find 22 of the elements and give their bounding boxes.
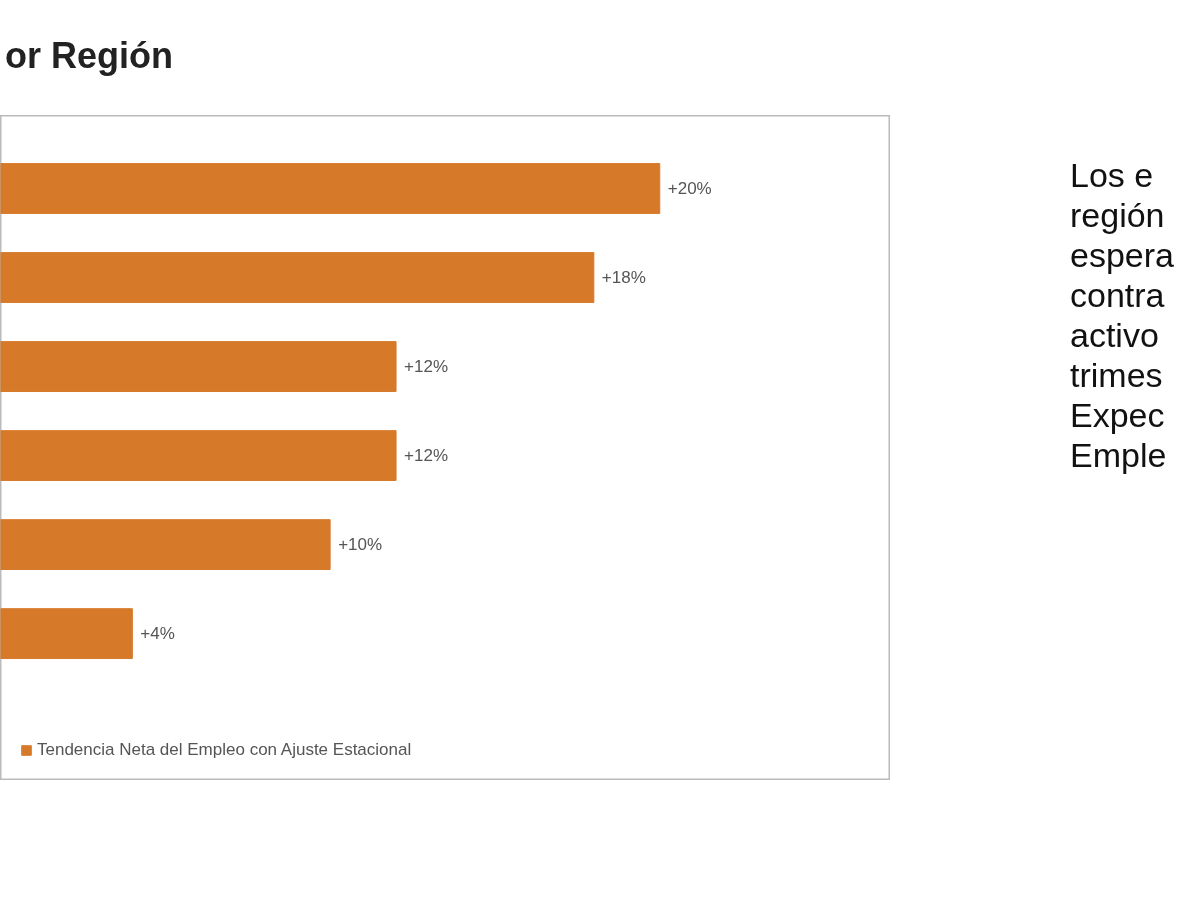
text: Los e [1070,156,1154,194]
bar [0,608,133,660]
bar [0,519,331,571]
bar [0,163,661,214]
bar [0,341,397,392]
data-label: +10% [338,535,383,555]
text: activo [1070,316,1159,354]
data-label: +12% [404,357,449,377]
data-label: +18% [601,268,646,288]
text: región [1070,196,1165,234]
data-label: +4% [140,624,175,644]
text: espera [1070,236,1174,274]
data-label: +12% [404,446,449,466]
chart-title: or Región [5,35,173,76]
bar [0,430,397,481]
text: Expec [1070,396,1165,434]
text: Emple [1070,436,1167,474]
text: trimes [1070,356,1163,394]
bar [0,252,595,303]
text: contra [1070,276,1165,314]
legend-label: Tendencia Neta del Empleo con Ajuste Estacional [37,740,412,760]
data-label: +20% [667,179,712,198]
